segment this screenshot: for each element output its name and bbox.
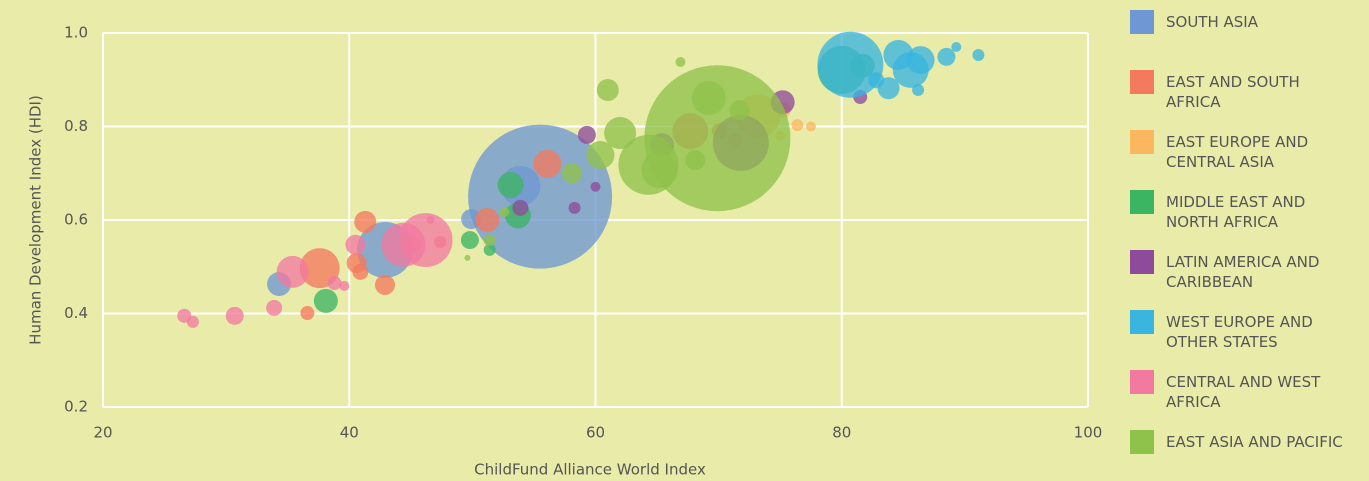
bubble [225,306,244,325]
legend-item: EAST EUROPE AND CENTRAL ASIA [1130,130,1351,172]
bubble [186,315,199,328]
bubble [313,288,338,313]
bubble [483,243,496,256]
legend-label: WEST EUROPE AND OTHER STATES [1166,313,1313,351]
legend-swatch [1130,430,1154,454]
legend-swatch [1130,310,1154,334]
legend-swatch [1130,10,1154,34]
x-tick-label: 80 [832,424,851,442]
legend-item: MIDDLE EAST AND NORTH AFRICA [1130,190,1351,232]
bubble [562,163,583,184]
x-tick-label: 20 [93,424,112,442]
bubble [483,234,496,247]
bubble [791,119,804,132]
x-tick-label: 100 [1074,424,1103,442]
y-tick-label: 0.2 [64,398,88,416]
legend-item: WEST EUROPE AND OTHER STATES [1130,310,1351,352]
legend-swatch [1130,130,1154,154]
legend-label: LATIN AMERICA AND CARIBBEAN [1166,253,1320,291]
bubble [644,65,791,212]
bubble [691,80,726,115]
bubble [972,48,985,61]
bubble [352,263,369,280]
bubble [937,47,956,66]
bubble [339,280,350,291]
bubble [817,31,884,98]
bubble [345,234,366,255]
x-tick-label: 40 [340,424,359,442]
bubble [300,306,315,321]
bubble [533,149,562,178]
bubble [381,222,426,267]
bubble [568,201,581,214]
chart: ChildFund Alliance World Index Human Dev… [27,24,1103,479]
legend-item: EAST AND SOUTH AFRICA [1130,70,1351,112]
bubble [590,181,601,192]
legend-swatch [1130,190,1154,214]
bubble [604,117,637,150]
y-tick-label: 0.4 [64,304,88,322]
bubble [892,51,929,88]
bubble [685,150,706,171]
bubble [512,199,529,216]
y-tick-label: 0.6 [64,211,88,229]
bubble [577,125,596,144]
y-tick-label: 1.0 [64,24,88,42]
legend-label: EAST ASIA AND PACIFIC [1166,433,1343,451]
legend-label: EAST AND SOUTH AFRICA [1166,73,1300,111]
bubble [912,84,925,97]
bubble [276,255,309,288]
bubble [426,216,435,224]
legend-item: EAST ASIA AND PACIFIC [1130,430,1351,454]
y-tick-label: 0.8 [64,117,88,135]
legend-item: CENTRAL AND WEST AFRICA [1130,370,1351,412]
legend-label: EAST EUROPE AND CENTRAL ASIA [1166,133,1309,171]
legend-label: MIDDLE EAST AND NORTH AFRICA [1166,193,1306,231]
bubble [596,79,619,102]
x-axis-label: ChildFund Alliance World Index [474,461,706,479]
bubble [354,210,377,233]
y-axis-label: Human Development Index (HDI) [27,95,45,345]
legend-label: SOUTH ASIA [1166,13,1258,31]
bubble [499,207,510,218]
bubble [266,299,283,316]
bubble [729,100,750,121]
bubble [464,254,471,261]
legend-swatch [1130,250,1154,274]
bubble [675,56,686,67]
bubble [641,151,678,188]
legend-swatch [1130,370,1154,394]
x-tick-label: 60 [586,424,605,442]
legend-item: SOUTH ASIA [1130,10,1351,34]
bubble [951,42,962,53]
bubble [586,141,615,170]
bubble [468,124,613,269]
legend-item: LATIN AMERICA AND CARIBBEAN [1130,250,1351,292]
bubble [805,121,816,132]
bubble [327,276,342,291]
bubble [475,208,500,232]
bubble [868,72,885,89]
bubble [460,231,479,250]
legend-label: CENTRAL AND WEST AFRICA [1166,373,1321,411]
bubble [497,171,524,198]
bubble [374,274,395,295]
legend-swatch [1130,70,1154,94]
